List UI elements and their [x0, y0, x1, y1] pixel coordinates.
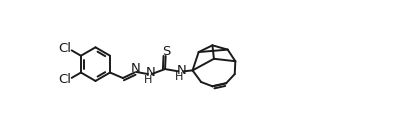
Text: N: N: [177, 64, 186, 77]
Text: N: N: [131, 62, 140, 75]
Text: Cl: Cl: [59, 42, 72, 55]
Text: H: H: [144, 75, 153, 85]
Text: N: N: [146, 66, 156, 79]
Text: S: S: [162, 45, 170, 58]
Text: H: H: [175, 72, 183, 82]
Text: Cl: Cl: [59, 73, 72, 86]
